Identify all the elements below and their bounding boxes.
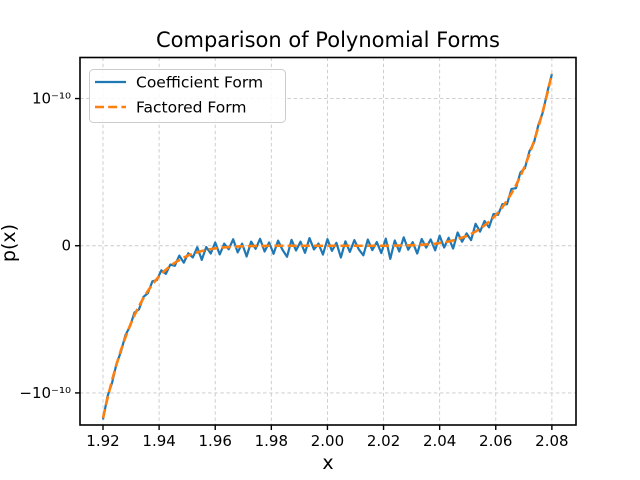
axis-ticks — [75, 97, 553, 430]
legend: Coefficient Form Factored Form — [89, 69, 286, 123]
x-tick-label: 1.92 — [86, 432, 119, 450]
x-tick-label: 2.06 — [479, 432, 512, 450]
x-tick-label: 2.02 — [367, 432, 400, 450]
y-tick-label: −10⁻¹⁰ — [19, 384, 71, 402]
legend-label-coefficient: Coefficient Form — [136, 74, 263, 92]
x-tick-label: 2.04 — [423, 432, 456, 450]
series-layer — [101, 73, 554, 420]
y-axis-label: p(x) — [0, 224, 20, 262]
y-tick-label: 0 — [61, 237, 71, 255]
legend-label-factored: Factored Form — [136, 99, 246, 117]
y-tick-label: 10⁻¹⁰ — [32, 90, 71, 108]
chart-title: Comparison of Polynomial Forms — [156, 28, 500, 52]
x-tick-label: 2.00 — [311, 432, 344, 450]
axis-tick-labels: 1.92 1.94 1.96 1.98 2.00 2.02 2.04 2.06 2.08 10⁻¹… — [19, 90, 568, 450]
x-tick-label: 1.94 — [142, 432, 175, 450]
x-tick-label: 1.98 — [255, 432, 288, 450]
legend-frame — [89, 69, 286, 123]
x-tick-label: 1.96 — [199, 432, 232, 450]
series-factored-form — [101, 73, 554, 419]
x-axis-label: x — [322, 452, 333, 474]
series-coefficient-form — [101, 74, 553, 420]
x-tick-label: 2.08 — [535, 432, 568, 450]
